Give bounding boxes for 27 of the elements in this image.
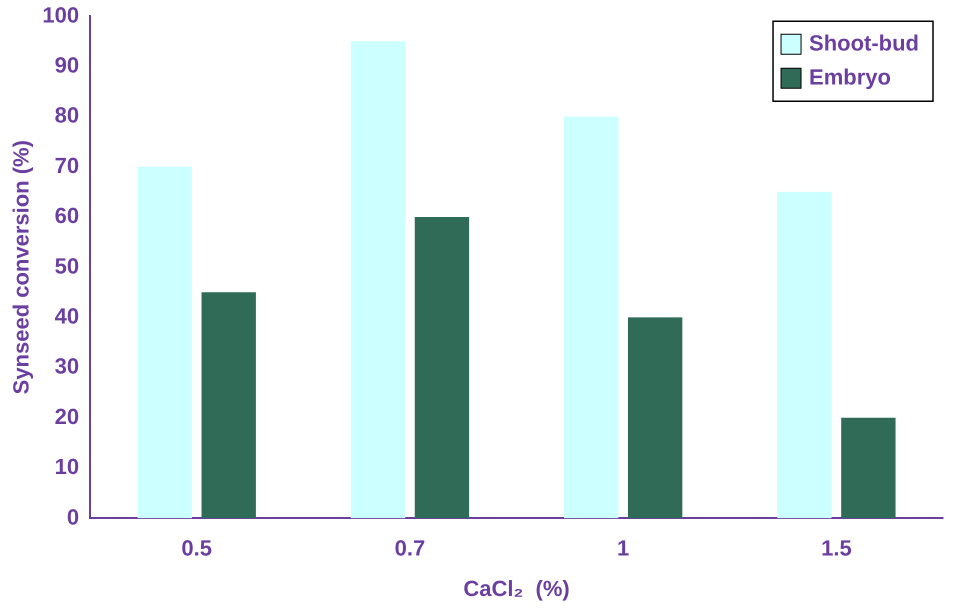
bar — [841, 418, 896, 518]
y-tick-label: 40 — [54, 303, 80, 328]
x-tick-label: 0.5 — [181, 535, 212, 560]
bar — [777, 192, 832, 518]
x-tick-label: 1 — [617, 535, 630, 560]
bar — [138, 166, 192, 518]
y-tick-label: 30 — [54, 354, 80, 379]
bar — [628, 317, 682, 518]
y-tick-label: 100 — [42, 2, 80, 28]
legend-label: Shoot-bud — [809, 30, 920, 56]
y-tick-label: 70 — [54, 152, 80, 178]
y-tick-label: 80 — [54, 102, 80, 128]
x-tick-label: 0.7 — [394, 535, 426, 560]
y-tick-label: 90 — [54, 52, 80, 78]
y-tick-label: 0 — [66, 504, 80, 530]
x-tick-label: 1.5 — [821, 535, 852, 560]
y-tick-label: 50 — [54, 253, 80, 278]
y-tick-label: 10 — [54, 454, 80, 480]
bar — [202, 292, 256, 518]
bar — [350, 41, 406, 518]
bar — [414, 217, 470, 518]
y-tick-label: 60 — [54, 203, 80, 228]
y-tick-label: 20 — [54, 404, 80, 429]
legend-label: Embryo — [809, 64, 891, 90]
x-axis-title: CaCl₂ (%) — [463, 576, 570, 601]
bar — [564, 116, 618, 518]
y-axis-title: Synseed conversion (%) — [8, 140, 34, 394]
